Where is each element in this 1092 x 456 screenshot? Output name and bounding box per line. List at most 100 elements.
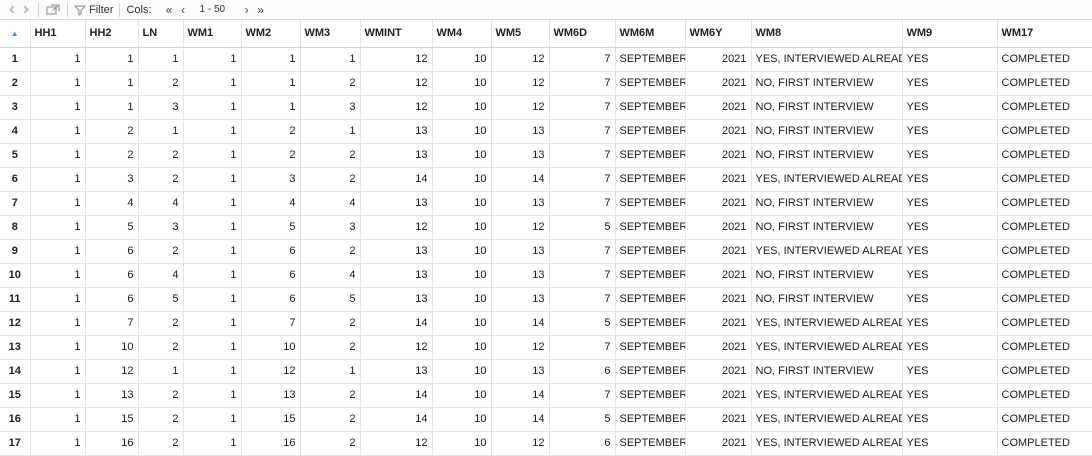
column-header[interactable]: WM2 [241,20,301,48]
table-cell: 13 [491,263,550,288]
column-header[interactable]: WM8 [751,20,903,48]
prev-page-icon[interactable]: ‹ [181,2,185,17]
table-cell: 12 [241,359,301,384]
column-header[interactable]: WM6Y [685,20,752,48]
table-cell: 3 [85,167,139,192]
column-header[interactable]: WM4 [432,20,492,48]
new-window-icon[interactable] [45,2,61,18]
row-index-header[interactable]: ▲ [0,20,31,48]
table-cell: SEPTEMBER [615,191,686,216]
table-cell: 10 [432,71,492,96]
first-page-icon[interactable]: « [165,2,173,17]
table-cell: 7 [85,311,139,336]
table-cell: 3 [138,215,184,240]
back-arrow-icon[interactable] [6,2,19,18]
table-cell: 5 [549,215,616,240]
column-header[interactable]: WM1 [183,20,242,48]
table-cell: SEPTEMBER [615,167,686,192]
table-row: 9 1 6 2 1 6 2 13 10 13 7 SEPTEMBER 2021 YES, INTERVIE… [0,239,1092,264]
table-cell: COMPLETED [997,215,1092,240]
column-header[interactable]: WM17 [997,20,1092,48]
table-cell: COMPLETED [997,359,1092,384]
table-cell: YES, INTERVIEWED ALREADY [751,47,903,72]
table-cell: 2021 [685,71,752,96]
row-index: 17 [0,431,31,456]
column-header[interactable]: WMINT [360,20,433,48]
table-cell: 1 [183,263,242,288]
table-cell: YES, INTERVIEWED ALREADY [751,431,903,456]
table-cell: 14 [491,311,550,336]
table-cell: 12 [360,71,433,96]
column-header[interactable]: HH2 [85,20,139,48]
table-cell: 10 [432,143,492,168]
table-row: 6 1 3 2 1 3 2 14 10 14 7 SEPTEMBER 2021 YES, INTERVIE… [0,167,1092,192]
table-cell: 14 [360,167,433,192]
table-cell: 5 [85,215,139,240]
table-cell: 13 [360,143,433,168]
column-header[interactable]: WM6D [549,20,616,48]
column-header[interactable]: WM6M [615,20,686,48]
column-header[interactable]: WM5 [491,20,550,48]
table-cell: 2 [241,143,301,168]
table-cell: NO, FIRST INTERVIEW [751,143,903,168]
table-cell: 2021 [685,47,752,72]
table-cell: 13 [491,191,550,216]
row-index: 9 [0,239,31,264]
table-cell: 13 [85,383,139,408]
row-index: 14 [0,359,31,384]
table-row: 7 1 4 4 1 4 4 13 10 13 7 SEPTEMBER 2021 NO, FIRST INT… [0,191,1092,216]
table-cell: 6 [241,263,301,288]
table-cell: 2021 [685,311,752,336]
table-row: 15 1 13 2 1 13 2 14 10 14 7 SEPTEMBER 2021 YES, INTER… [0,383,1092,408]
table-cell: 7 [549,263,616,288]
table-cell: 2 [300,431,361,456]
filter-button[interactable]: Filter [74,2,113,18]
column-header[interactable]: HH1 [30,20,86,48]
column-header[interactable]: WM3 [300,20,361,48]
table-cell: 13 [360,191,433,216]
table-cell: 5 [549,407,616,432]
table-cell: NO, FIRST INTERVIEW [751,95,903,120]
table-row: 2 1 1 2 1 1 2 12 10 12 7 SEPTEMBER 2021 NO, FIRST INT… [0,71,1092,96]
table-cell: 2021 [685,287,752,312]
table-cell: YES [902,239,998,264]
table-cell: 4 [300,263,361,288]
table-cell: 2 [138,239,184,264]
table-cell: 1 [183,383,242,408]
table-cell: 2 [300,71,361,96]
table-cell: 2021 [685,407,752,432]
table-cell: 2 [138,311,184,336]
table-cell: 10 [432,431,492,456]
table-cell: 2021 [685,143,752,168]
row-index: 6 [0,167,31,192]
table-cell: 1 [300,119,361,144]
table-cell: 10 [432,359,492,384]
table-cell: 10 [85,335,139,360]
table-cell: COMPLETED [997,95,1092,120]
table-row: 5 1 2 2 1 2 2 13 10 13 7 SEPTEMBER 2021 NO, FIRST INT… [0,143,1092,168]
table-cell: 1 [138,359,184,384]
table-cell: 1 [183,143,242,168]
table-cell: 10 [432,95,492,120]
table-cell: NO, FIRST INTERVIEW [751,263,903,288]
column-header[interactable]: WM9 [902,20,998,48]
table-cell: 2 [138,167,184,192]
table-cell: 12 [491,71,550,96]
table-cell: 2 [300,143,361,168]
table-cell: 2 [300,383,361,408]
table-cell: 6 [241,239,301,264]
column-header[interactable]: LN [138,20,184,48]
table-cell: 12 [360,215,433,240]
next-page-icon[interactable]: › [244,2,249,17]
table-cell: 13 [241,383,301,408]
table-row: 8 1 5 3 1 5 3 12 10 12 5 SEPTEMBER 2021 NO, FIRST INT… [0,215,1092,240]
data-viewer-toolbar: Filter Cols: « ‹ 1 - 50 › » [0,0,1092,20]
table-cell: 2 [300,239,361,264]
table-cell: 2021 [685,431,752,456]
table-cell: 12 [360,431,433,456]
forward-arrow-icon[interactable] [19,2,32,18]
table-row: 10 1 6 4 1 6 4 13 10 13 7 SEPTEMBER 2021 NO, FIRST IN… [0,263,1092,288]
last-page-icon[interactable]: » [257,2,264,17]
table-cell: YES [902,383,998,408]
toolbar-divider [119,2,121,17]
